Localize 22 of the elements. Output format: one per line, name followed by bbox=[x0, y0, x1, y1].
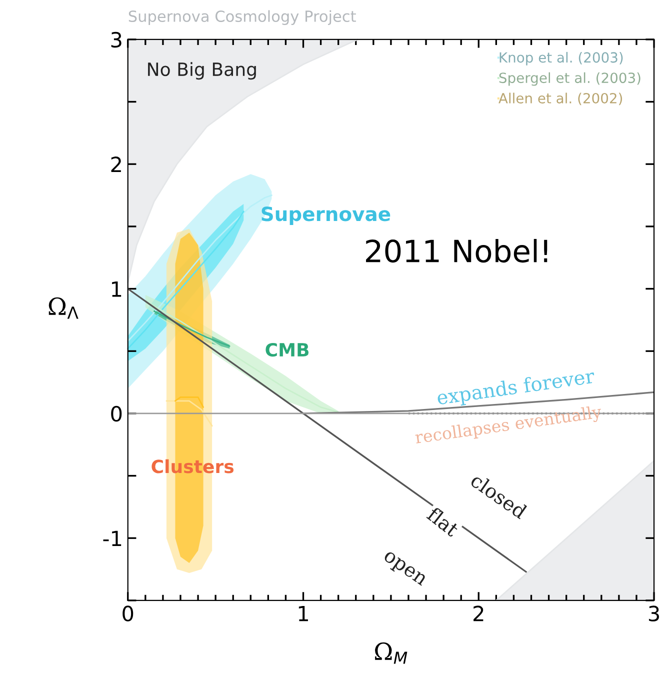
annotation: 2011 Nobel! bbox=[366, 238, 548, 263]
legend-label: Allen et al. (2002) bbox=[498, 92, 622, 106]
y-tick-label: 3 bbox=[111, 32, 122, 48]
legend-label: Spergel et al. (2003) bbox=[499, 72, 640, 86]
x-tick-label: 2 bbox=[474, 606, 484, 622]
y-tick-label: -1 bbox=[103, 530, 122, 546]
annotation: CMB bbox=[266, 342, 309, 357]
y-tick-label: 1 bbox=[112, 282, 122, 297]
annotation: Supernovae bbox=[262, 206, 390, 226]
y-tick-label: 2 bbox=[111, 156, 121, 172]
annotation: flat bbox=[426, 506, 461, 538]
chart-title: Supernova Cosmology Project bbox=[128, 10, 356, 25]
annotation: recollapses eventually bbox=[414, 404, 602, 448]
x-tick-label: 1 bbox=[298, 606, 308, 622]
y-tick-label: 0 bbox=[111, 406, 122, 422]
y-axis-title: Ω$_{Λ}$ bbox=[48, 297, 78, 319]
legend-label: Knop et al. (2003) bbox=[500, 52, 623, 66]
x-tick-label: 0 bbox=[122, 606, 134, 622]
annotation: No Big Bang bbox=[148, 62, 256, 80]
x-axis-title: Ω$_{M}$ bbox=[375, 642, 408, 664]
annotation: expands forever bbox=[437, 372, 596, 406]
x-tick-label: 3 bbox=[648, 606, 659, 622]
